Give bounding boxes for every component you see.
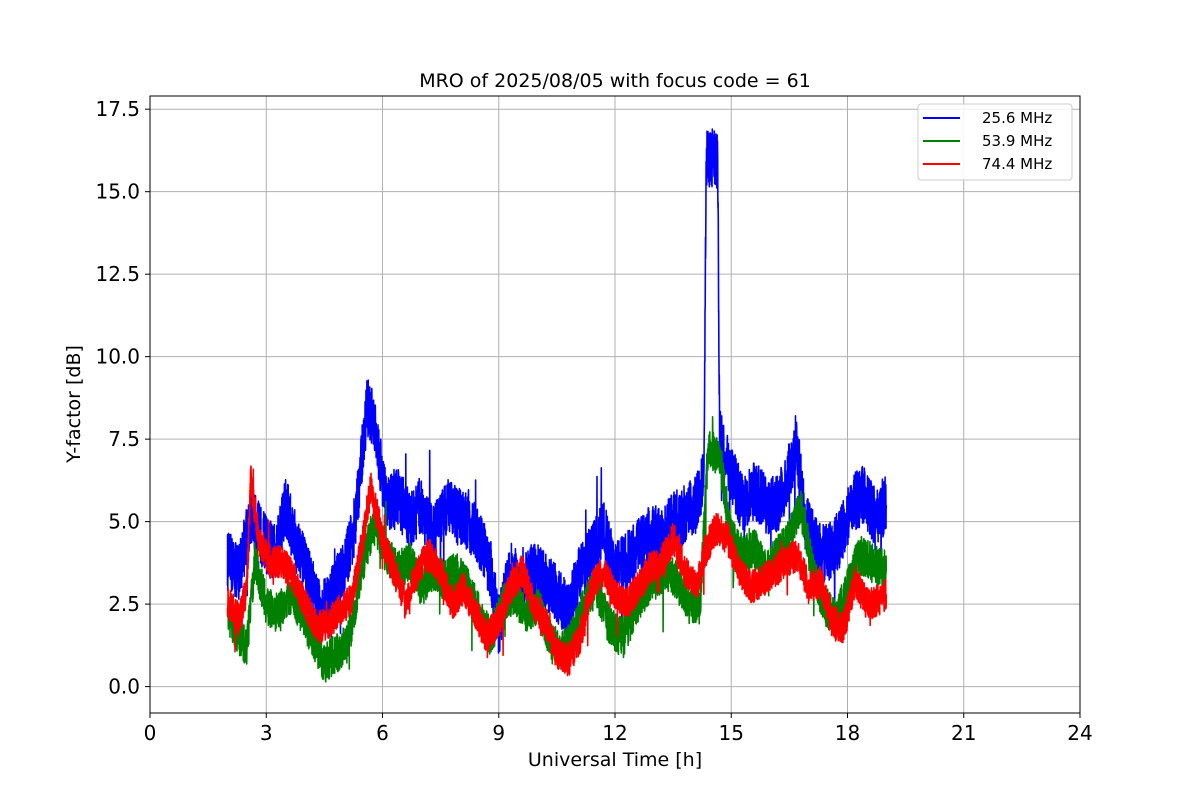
y-tick-label: 0.0 xyxy=(108,675,140,699)
y-tick-label: 2.5 xyxy=(108,592,140,616)
x-tick-label: 3 xyxy=(260,721,273,745)
legend-label-2: 53.9 MHz xyxy=(982,132,1052,150)
series-line-1 xyxy=(226,128,888,659)
x-tick-label: 9 xyxy=(492,721,505,745)
y-tick-label: 15.0 xyxy=(95,180,140,204)
series-line-3 xyxy=(226,465,888,677)
chart-title: MRO of 2025/08/05 with focus code = 61 xyxy=(419,70,811,92)
x-tick-label: 12 xyxy=(602,721,627,745)
x-tick-label: 18 xyxy=(835,721,860,745)
legend-label-3: 74.4 MHz xyxy=(982,155,1052,173)
x-tick-label: 24 xyxy=(1067,721,1092,745)
x-tick-label: 0 xyxy=(144,721,157,745)
y-tick-label: 5.0 xyxy=(108,510,140,534)
legend-label-1: 25.6 MHz xyxy=(982,109,1052,127)
y-tick-label: 12.5 xyxy=(95,262,140,286)
x-tick-label: 6 xyxy=(376,721,389,745)
y-tick-label: 7.5 xyxy=(108,427,140,451)
x-tick-label: 21 xyxy=(951,721,976,745)
legend-box xyxy=(917,103,1073,181)
series-group xyxy=(226,128,888,683)
y-tick-label: 10.0 xyxy=(95,345,140,369)
y-axis-label: Y-factor [dB] xyxy=(63,345,85,464)
y-tick-label: 17.5 xyxy=(95,97,140,121)
x-tick-label: 15 xyxy=(719,721,744,745)
ticks: 0 3 6 9 12 15 18 21 24 0.0 2.5 5.0 7.5 10.0 12.5 15.0 17… xyxy=(95,97,1092,745)
legend: 25.6 MHz 53.9 MHz 74.4 MHz xyxy=(917,103,1073,181)
x-axis-label: Universal Time [h] xyxy=(528,749,702,771)
